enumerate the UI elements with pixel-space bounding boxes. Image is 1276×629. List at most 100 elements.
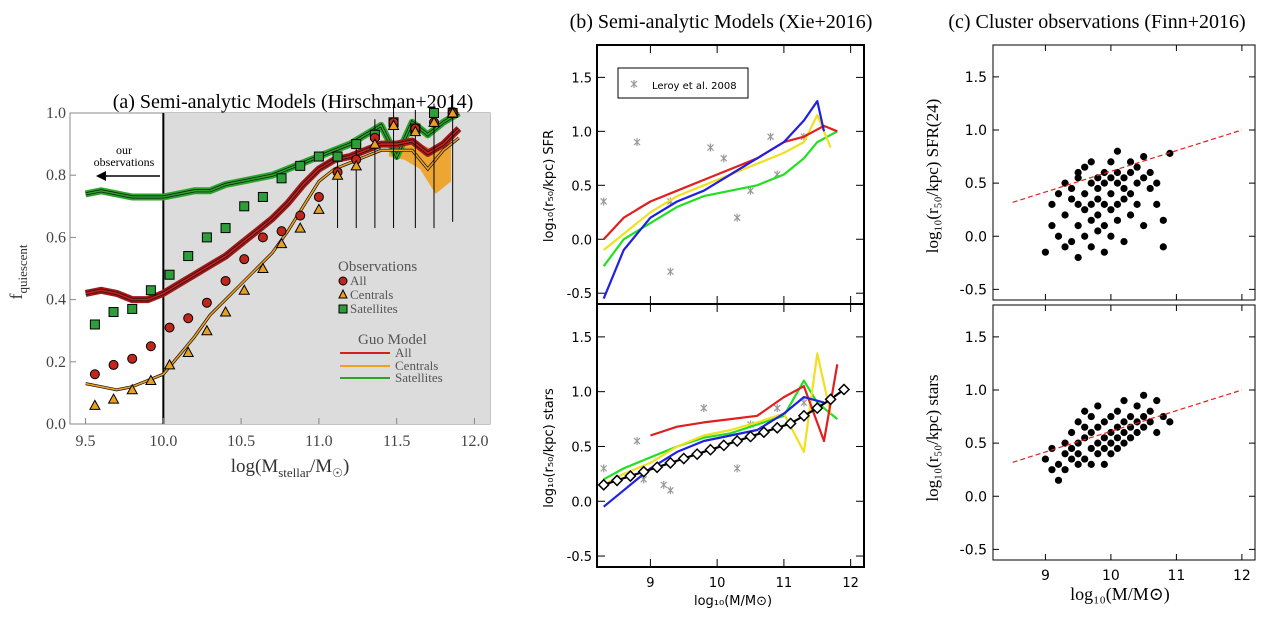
panel-c-top-point	[1100, 248, 1108, 256]
panel-a-obs-satellite	[332, 151, 343, 162]
panel-c-bottom-point	[1133, 428, 1141, 437]
panel-a-obs-satellite	[183, 251, 194, 262]
panel-c-top-point	[1133, 163, 1141, 171]
panel-c-bottom-point	[1048, 466, 1056, 474]
panel-c-bottom-point	[1081, 407, 1089, 415]
panel-b-bottom-diamond	[731, 434, 744, 448]
panel-b-bottom-diamond	[677, 452, 690, 465]
panel-c-bottom-point	[1074, 450, 1082, 458]
panel-c-top-point	[1100, 222, 1108, 230]
panel-c-top-point	[1113, 179, 1122, 187]
panel-c-top-point	[1120, 195, 1128, 203]
panel-a-obs-satellite	[429, 108, 439, 118]
panel-b-bottom-ytick-label: 1.0	[571, 386, 592, 401]
panel-b-bottom-leroy-point	[633, 436, 641, 445]
panel-c-xlabel: log₁₀(M/M⊙)	[1070, 584, 1170, 605]
panel-c-bottom-ytick-label: -0.5	[960, 542, 987, 558]
panel-c-bottom-ylabel: log₁₀(r₅₀/kpc) stars	[923, 374, 942, 501]
panel-a-ytick-label: 0.8	[46, 167, 66, 184]
panel-a-obs-satellite	[108, 307, 119, 318]
panel-b-bottom-leroy-point	[733, 464, 741, 473]
panel-b-bottom-diamond	[597, 478, 610, 491]
panel-a-obs-all	[276, 226, 287, 237]
panel-c-bottom-ytick-label: 0.0	[965, 489, 987, 505]
panel-c-bottom-point	[1107, 450, 1115, 458]
panel-b-top-ytick-label: 1.5	[571, 71, 592, 86]
panel-c-bottom-point	[1048, 444, 1056, 453]
panel-b-xtick-label: 9	[646, 576, 654, 591]
panel-a-xlabel: log(Mstellar/M☉)	[231, 456, 350, 480]
panel-c-bottom-point	[1153, 397, 1161, 405]
panel-a-obs-satellite	[127, 303, 138, 314]
panel-b-top-green-line	[602, 130, 838, 267]
panel-a-obs-all	[164, 322, 175, 333]
panel-a-obs-satellite	[201, 232, 212, 243]
panel-c-bottom-point	[1087, 460, 1095, 468]
panel-c-xtick-label: 11	[1167, 568, 1185, 584]
panel-c-top-point	[1061, 179, 1069, 187]
panel-c-top-point	[1107, 158, 1115, 166]
panel-c-top-point	[1153, 179, 1161, 187]
panel-b-top-blue-line	[602, 100, 826, 300]
panel-a-ytick-label: 0.0	[46, 416, 66, 433]
panel-a-obs-all	[295, 210, 306, 221]
panel-b-bottom-diamond	[784, 417, 797, 430]
panel-c-top-point	[1166, 149, 1174, 157]
panel-c-top-ytick-label: 1.5	[965, 70, 987, 86]
panel-b-top-leroy-point	[633, 138, 641, 147]
panel-c-top-point	[1159, 243, 1167, 251]
panel-c-top-point	[1133, 179, 1141, 187]
panel-c-bottom-point	[1100, 434, 1108, 442]
panel-c-top-ytick-label: 0.5	[965, 176, 987, 192]
panel-c-top-point	[1094, 174, 1102, 182]
panel-c-top-point	[1133, 200, 1141, 208]
panel-c-bottom-point	[1120, 428, 1128, 437]
panel-c-title: (c) Cluster observations (Finn+2016)	[948, 11, 1245, 33]
panel-a-chart: 9.5 10.0 10.5 11.0 11.5 12.0 0.0 0.2 0.4 0.6 0.8 1.…	[46, 94, 491, 450]
panel-c-bottom-point	[1074, 439, 1082, 447]
panel-a-annotation-line1: our	[116, 143, 132, 157]
panel-c-top-point	[1107, 174, 1115, 182]
panel-a-obs-central	[89, 399, 101, 410]
panel-b-bottom-yellow-line	[603, 352, 832, 486]
panel-c-bottom-point	[1113, 444, 1122, 453]
panel-a-obs-central	[238, 284, 251, 295]
panel-b-top-ytick-label: 0.0	[571, 233, 592, 248]
panel-b-top-ytick-label: 1.0	[571, 125, 592, 140]
panel-a-obs-central	[350, 159, 363, 171]
panel-b-bottom-leroy-point	[700, 404, 708, 413]
panel-a-ytick-label: 0.4	[46, 292, 66, 309]
panel-c-bottom-point	[1140, 391, 1148, 399]
panel-c-bottom-point	[1166, 418, 1174, 426]
panel-a-obs-satellite	[313, 151, 324, 162]
panel-a-obs-central	[145, 374, 157, 385]
panel-c-bottom-point	[1081, 455, 1089, 463]
panel-c-bottom-point	[1107, 412, 1115, 421]
panel-a-obs-satellite	[164, 269, 175, 280]
panel-b-xlabel: log₁₀(M/M⊙)	[694, 594, 772, 609]
panel-a-xtick-label: 12.0	[460, 433, 488, 450]
panel-c-top-point	[1113, 216, 1122, 224]
panel-c-chart: -0.5 0.0 0.5 1.0 1.5 -0.5 0.0 0.5 1.0 1.5 9 10 11 12	[960, 44, 1256, 584]
panel-c-bottom-point	[1087, 428, 1095, 437]
panel-c-bottom-point	[1074, 460, 1082, 468]
panel-a-obs-satellite	[145, 285, 156, 296]
panel-a-obs-central	[294, 222, 307, 233]
panel-c-top-point	[1094, 211, 1102, 219]
panel-b-top-leroy-point	[720, 154, 728, 163]
panel-a-obs-satellite	[89, 319, 100, 330]
panel-a-obs-central	[369, 138, 381, 149]
panel-a-obs-all	[183, 313, 194, 324]
panel-c-bottom-point	[1094, 423, 1102, 431]
panel-c-bottom-point	[1068, 428, 1076, 437]
panel-c-top-ylabel: log₁₀(r₅₀/kpc) SFR(24)	[923, 99, 942, 254]
panel-a-obs-all	[239, 254, 250, 265]
panel-b-bottom-green-line	[603, 379, 839, 481]
panel-c-bottom-point	[1087, 412, 1095, 421]
panel-a-obs-satellite	[276, 173, 287, 184]
panel-b-bottom-diamond	[811, 402, 824, 415]
panel-c-bottom-point	[1068, 455, 1076, 463]
panel-b-bottom-diamond	[664, 456, 677, 469]
panel-c-top-point	[1048, 200, 1056, 208]
panel-c-bottom-point	[1153, 428, 1161, 437]
